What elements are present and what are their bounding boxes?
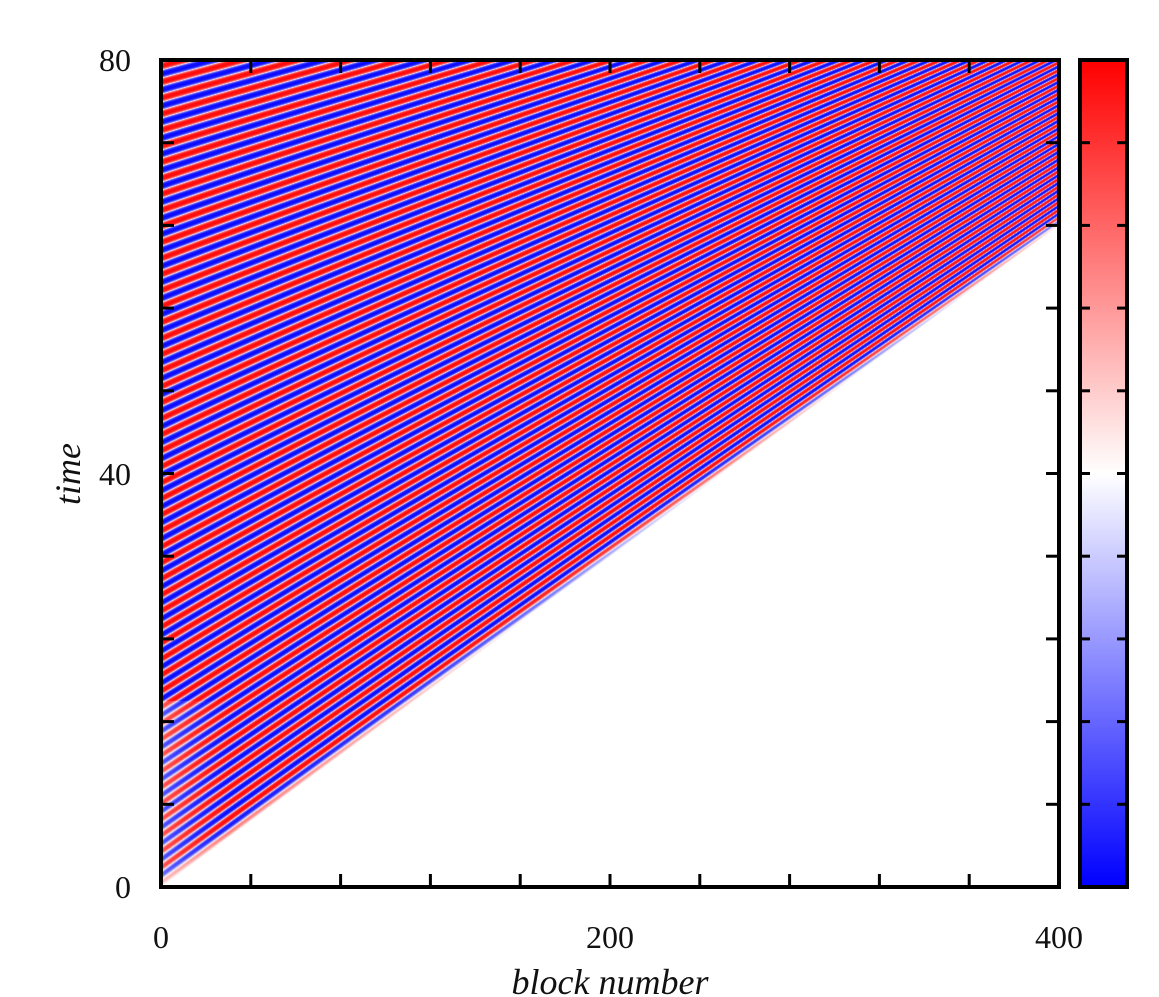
y-tick-label-40: 40 <box>99 456 131 492</box>
x-minor-ticks <box>159 60 1061 887</box>
x-tick-label-0: 0 <box>153 919 169 955</box>
y-minor-ticks <box>161 58 1059 889</box>
y-axis-label: time <box>48 443 88 505</box>
x-tick-label-200: 200 <box>586 919 634 955</box>
y-tick-label-0: 0 <box>115 869 131 905</box>
x-tick-label-400: 400 <box>1035 919 1083 955</box>
plot-frame <box>159 58 1061 889</box>
colorbar-ticks <box>1080 141 1127 806</box>
heatmap-plot-area <box>162 60 1059 887</box>
x-axis-label: block number <box>512 962 710 997</box>
y-tick-label-80: 80 <box>99 42 131 78</box>
